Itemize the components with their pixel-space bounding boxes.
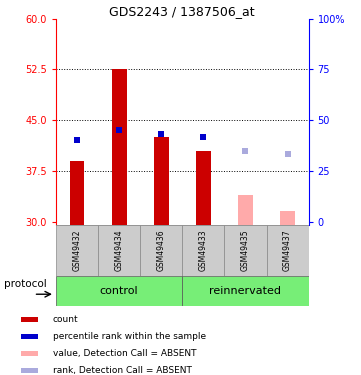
Bar: [266, 225, 309, 276]
Bar: [140, 225, 182, 276]
Text: GSM49433: GSM49433: [199, 230, 208, 271]
Bar: [98, 225, 140, 276]
Text: GSM49434: GSM49434: [115, 230, 123, 271]
Bar: [280, 211, 295, 225]
Bar: [112, 69, 126, 225]
Text: rank, Detection Call = ABSENT: rank, Detection Call = ABSENT: [53, 366, 191, 375]
Text: control: control: [100, 286, 138, 296]
Bar: [70, 161, 84, 225]
Text: value, Detection Call = ABSENT: value, Detection Call = ABSENT: [53, 349, 196, 358]
Text: reinnervated: reinnervated: [209, 286, 282, 296]
Text: count: count: [53, 315, 78, 324]
Text: percentile rank within the sample: percentile rank within the sample: [53, 332, 206, 341]
Bar: [238, 195, 253, 225]
Bar: [154, 137, 169, 225]
Text: GSM49432: GSM49432: [73, 230, 82, 271]
Bar: [182, 225, 225, 276]
Bar: [21, 351, 38, 356]
Title: GDS2243 / 1387506_at: GDS2243 / 1387506_at: [109, 4, 255, 18]
Text: GSM49435: GSM49435: [241, 230, 250, 271]
Bar: [21, 334, 38, 339]
Text: GSM49437: GSM49437: [283, 230, 292, 271]
Bar: [56, 276, 182, 306]
Bar: [56, 225, 98, 276]
Bar: [21, 368, 38, 373]
Text: protocol: protocol: [4, 279, 47, 289]
Bar: [21, 317, 38, 322]
Bar: [225, 225, 266, 276]
Bar: [182, 276, 309, 306]
Bar: [196, 151, 211, 225]
Text: GSM49436: GSM49436: [157, 230, 166, 271]
